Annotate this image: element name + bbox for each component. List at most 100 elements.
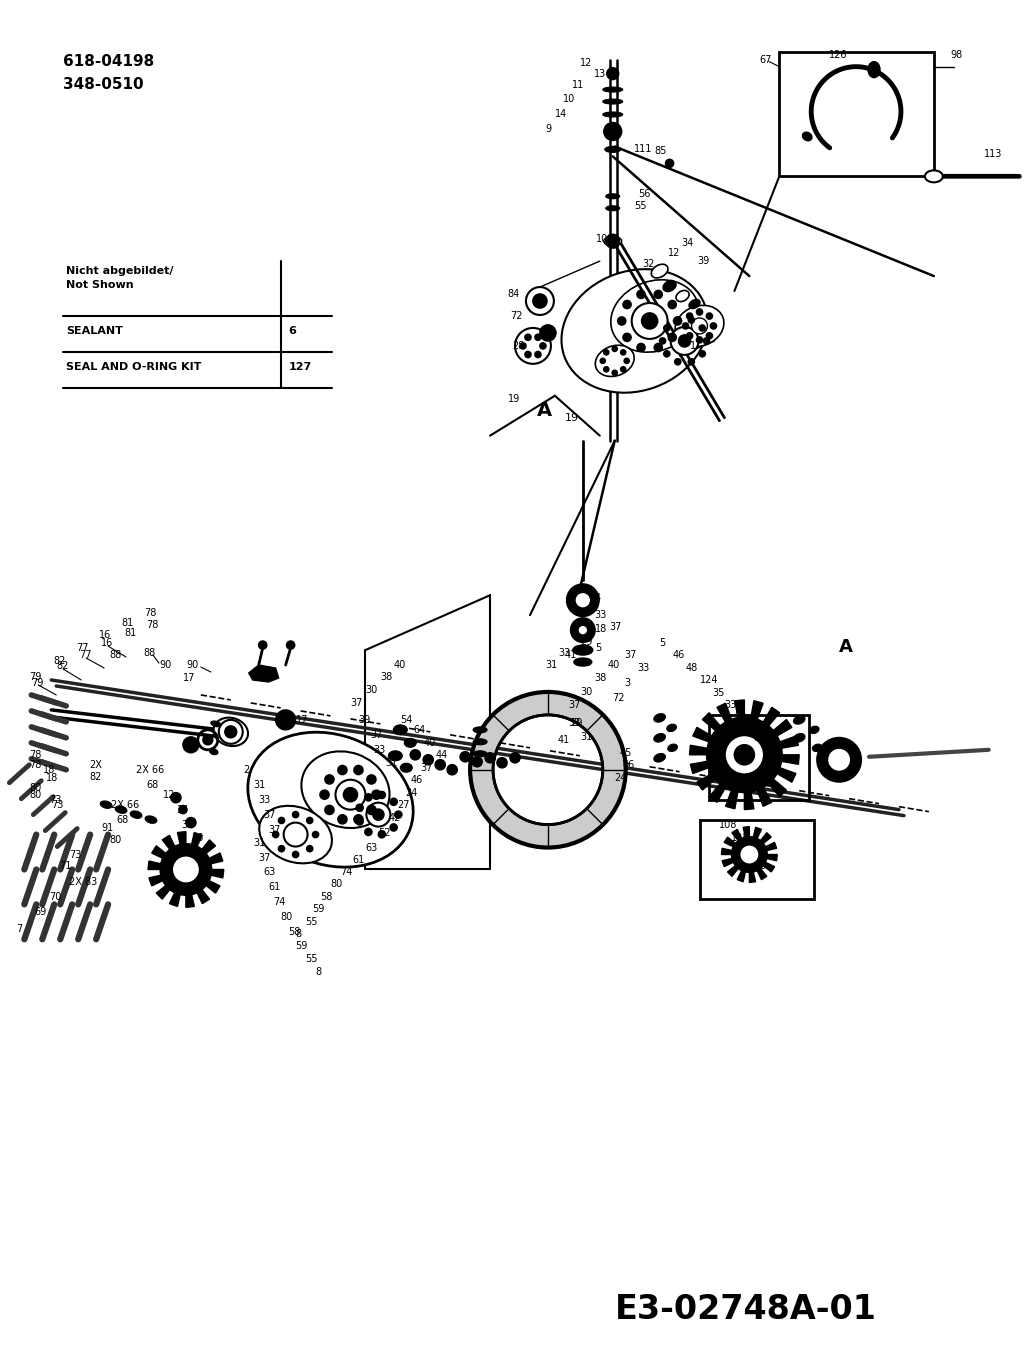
Circle shape <box>632 303 668 339</box>
Text: 618-04198: 618-04198 <box>63 54 155 69</box>
Ellipse shape <box>663 280 676 292</box>
Text: 59: 59 <box>313 904 325 914</box>
Circle shape <box>276 710 295 730</box>
Circle shape <box>497 757 507 768</box>
Text: 82: 82 <box>54 656 66 667</box>
Circle shape <box>390 798 397 806</box>
Circle shape <box>354 765 363 775</box>
Circle shape <box>669 300 676 308</box>
Circle shape <box>203 735 213 745</box>
Circle shape <box>367 806 376 814</box>
Text: 6: 6 <box>289 326 296 335</box>
Text: 61: 61 <box>268 883 281 892</box>
Circle shape <box>367 775 376 784</box>
Text: 31: 31 <box>545 660 557 671</box>
Text: 78: 78 <box>146 621 158 630</box>
Circle shape <box>654 291 663 299</box>
Ellipse shape <box>651 264 668 279</box>
Circle shape <box>510 753 520 763</box>
Text: 124: 124 <box>700 675 718 685</box>
Circle shape <box>171 792 181 803</box>
Circle shape <box>735 745 754 765</box>
Ellipse shape <box>611 280 699 352</box>
Text: 46: 46 <box>622 760 635 769</box>
Text: 58: 58 <box>289 927 301 937</box>
Ellipse shape <box>809 726 819 734</box>
Text: 30: 30 <box>365 685 378 695</box>
Circle shape <box>365 829 372 836</box>
Text: 14: 14 <box>555 108 568 119</box>
Circle shape <box>623 334 631 341</box>
Circle shape <box>337 765 347 775</box>
Text: 3: 3 <box>624 677 631 688</box>
Text: 2X 66: 2X 66 <box>136 765 164 775</box>
Circle shape <box>618 316 625 324</box>
Ellipse shape <box>211 721 221 726</box>
Circle shape <box>675 358 681 365</box>
Circle shape <box>515 329 551 364</box>
Circle shape <box>356 804 363 811</box>
Circle shape <box>395 811 401 818</box>
Text: 61: 61 <box>353 854 364 864</box>
Circle shape <box>540 324 556 341</box>
Ellipse shape <box>604 237 621 246</box>
Circle shape <box>225 726 236 738</box>
Text: 73: 73 <box>69 849 82 860</box>
Text: 113: 113 <box>983 150 1002 160</box>
Text: 22: 22 <box>735 713 747 722</box>
Ellipse shape <box>675 306 723 346</box>
Circle shape <box>700 350 705 357</box>
Circle shape <box>671 327 699 354</box>
Circle shape <box>704 338 709 343</box>
Text: 126: 126 <box>829 50 847 59</box>
Ellipse shape <box>573 645 592 656</box>
Text: 18: 18 <box>594 625 607 634</box>
Circle shape <box>373 808 384 821</box>
Circle shape <box>688 318 695 323</box>
Polygon shape <box>148 831 224 907</box>
Ellipse shape <box>561 269 708 392</box>
Ellipse shape <box>668 744 677 752</box>
Circle shape <box>700 324 705 331</box>
Text: 111: 111 <box>634 145 652 154</box>
Text: 18: 18 <box>46 773 59 783</box>
Circle shape <box>436 760 445 769</box>
Text: 47: 47 <box>754 735 767 745</box>
Circle shape <box>659 338 666 343</box>
Text: 12: 12 <box>580 58 592 68</box>
Circle shape <box>739 845 760 864</box>
Text: 41: 41 <box>565 650 577 660</box>
Ellipse shape <box>116 806 127 814</box>
Text: 38: 38 <box>381 672 392 681</box>
Circle shape <box>354 815 363 823</box>
Text: 55: 55 <box>635 201 647 211</box>
Text: 32: 32 <box>643 260 655 269</box>
Circle shape <box>604 366 609 372</box>
Text: 24: 24 <box>615 773 627 783</box>
Ellipse shape <box>606 206 620 211</box>
Text: 43: 43 <box>744 723 756 733</box>
Text: 8: 8 <box>295 929 301 940</box>
Text: 80: 80 <box>29 783 41 792</box>
Ellipse shape <box>606 193 620 199</box>
Text: 80: 80 <box>29 790 41 799</box>
Ellipse shape <box>574 658 591 667</box>
Text: SEAL AND O-RING KIT: SEAL AND O-RING KIT <box>66 362 201 372</box>
Circle shape <box>325 775 334 784</box>
Text: 70: 70 <box>50 892 62 902</box>
Text: 80: 80 <box>281 913 293 922</box>
Text: SEALANT: SEALANT <box>66 326 123 335</box>
Text: 125: 125 <box>732 833 750 842</box>
Text: 37: 37 <box>351 698 363 708</box>
Bar <box>779 51 934 176</box>
Circle shape <box>423 754 433 765</box>
Circle shape <box>183 737 199 753</box>
Circle shape <box>320 790 329 799</box>
Text: 9: 9 <box>545 124 551 134</box>
Circle shape <box>601 358 605 364</box>
Text: 46: 46 <box>411 775 422 784</box>
Text: 80: 80 <box>109 834 122 845</box>
Ellipse shape <box>301 752 389 827</box>
Circle shape <box>272 831 279 837</box>
Circle shape <box>485 753 495 763</box>
